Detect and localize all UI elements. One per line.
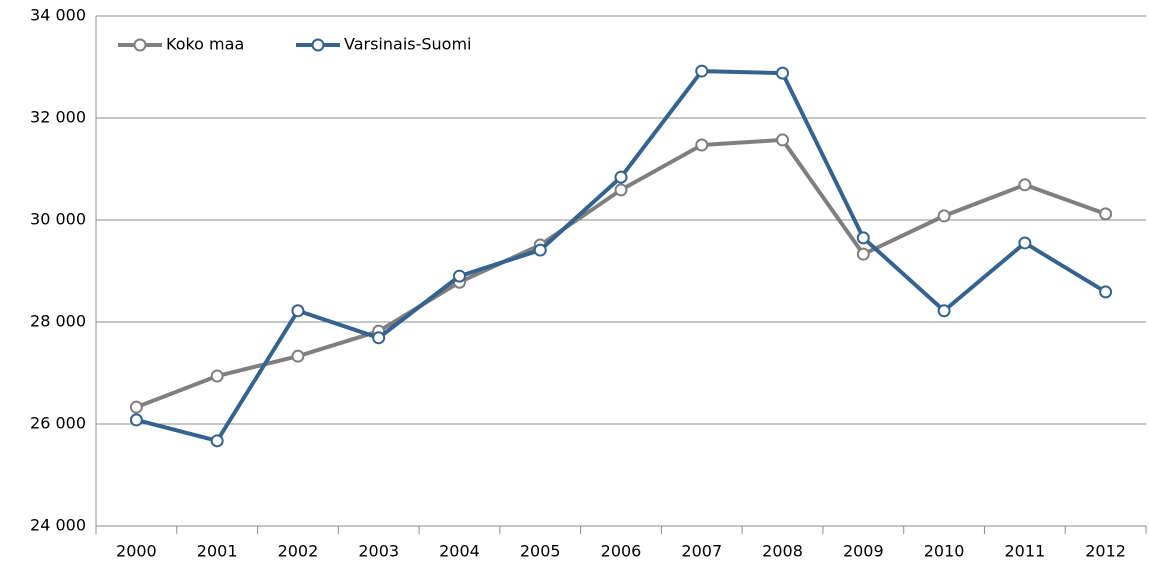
point: [210, 369, 224, 383]
x-tick-label: 2007: [681, 542, 722, 561]
x-tick-label: 2006: [601, 542, 642, 561]
point: [776, 66, 790, 80]
point: [937, 209, 951, 223]
point: [533, 243, 547, 257]
point: [695, 64, 709, 78]
point: [856, 231, 870, 245]
x-tick-label: 2012: [1085, 542, 1126, 561]
x-tick-label: 2001: [197, 542, 238, 561]
legend-marker: [311, 38, 325, 52]
x-tick-label: 2004: [439, 542, 480, 561]
point: [210, 434, 224, 448]
point: [937, 304, 951, 318]
y-tick-label: 26 000: [30, 414, 86, 433]
x-tick-label: 2002: [278, 542, 319, 561]
point: [291, 304, 305, 318]
point: [452, 269, 466, 283]
point: [372, 331, 386, 345]
x-tick-label: 2009: [843, 542, 884, 561]
point: [776, 133, 790, 147]
point: [614, 170, 628, 184]
y-tick-label: 32 000: [30, 108, 86, 127]
x-tick-label: 2000: [116, 542, 157, 561]
point: [1018, 236, 1032, 250]
point: [1099, 207, 1113, 221]
point: [1099, 285, 1113, 299]
point: [695, 138, 709, 152]
y-tick-label: 30 000: [30, 210, 86, 229]
point: [129, 400, 143, 414]
legend-label: Koko maa: [166, 35, 244, 54]
point: [291, 349, 305, 363]
series-line: [135, 69, 1107, 443]
point: [856, 247, 870, 261]
y-tick-label: 28 000: [30, 312, 86, 331]
point: [614, 183, 628, 197]
x-tick-label: 2003: [358, 542, 399, 561]
legend-marker: [133, 38, 147, 52]
y-tick-label: 24 000: [30, 516, 86, 535]
legend-label: Varsinais-Suomi: [344, 35, 471, 54]
point: [1018, 178, 1032, 192]
x-tick-label: 2011: [1004, 542, 1045, 561]
y-tick-label: 34 000: [30, 6, 86, 25]
point: [129, 413, 143, 427]
x-tick-label: 2008: [762, 542, 803, 561]
x-tick-label: 2010: [924, 542, 965, 561]
x-tick-label: 2005: [520, 542, 561, 561]
